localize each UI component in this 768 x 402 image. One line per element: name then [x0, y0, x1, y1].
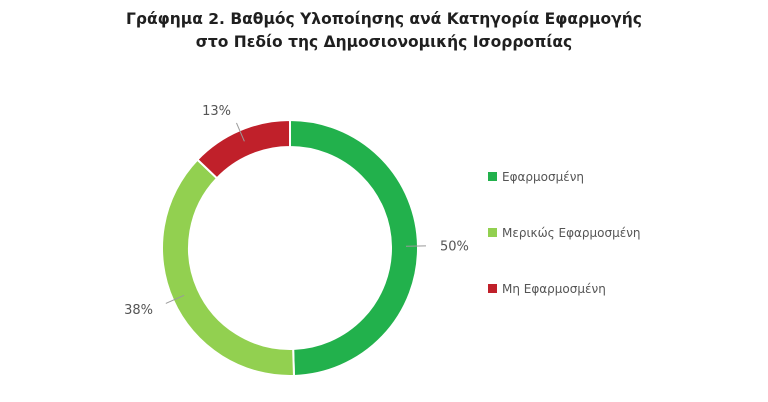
legend-swatch-3 — [488, 284, 497, 293]
legend-label-2: Μερικώς Εφαρμοσμένη — [502, 226, 641, 240]
donut-slices — [161, 118, 419, 377]
chart-title: Γράφημα 2. Βαθμός Υλοποίησης ανά Κατηγορ… — [126, 10, 642, 28]
leader-line-3 — [236, 122, 245, 142]
chart-subtitle: στο Πεδίο της Δημοσιονομικής Ισορροπίας — [195, 33, 573, 51]
data-label-1: 50% — [440, 240, 469, 255]
donut-slice-1 — [289, 118, 419, 377]
donut-slice-2 — [161, 158, 296, 377]
legend-swatch-1 — [488, 172, 497, 181]
chart-title-block: Γράφημα 2. Βαθμός Υλοποίησης ανά Κατηγορ… — [0, 8, 768, 54]
legend-label-3: Μη Εφαρμοσμένη — [502, 282, 606, 296]
data-label-3: 13% — [202, 104, 231, 119]
data-label-2: 38% — [124, 303, 153, 318]
donut-slice-3 — [195, 118, 291, 180]
legend: Εφαρμοσμένη Μερικώς Εφαρμοσμένη Μη Εφαρμοσ… — [488, 170, 641, 296]
legend-swatch-2 — [488, 228, 497, 237]
legend-label-1: Εφαρμοσμένη — [502, 170, 584, 184]
leader-lines — [165, 122, 426, 304]
leader-line-2 — [165, 294, 185, 304]
data-labels: 50% 38% 13% — [124, 104, 469, 318]
